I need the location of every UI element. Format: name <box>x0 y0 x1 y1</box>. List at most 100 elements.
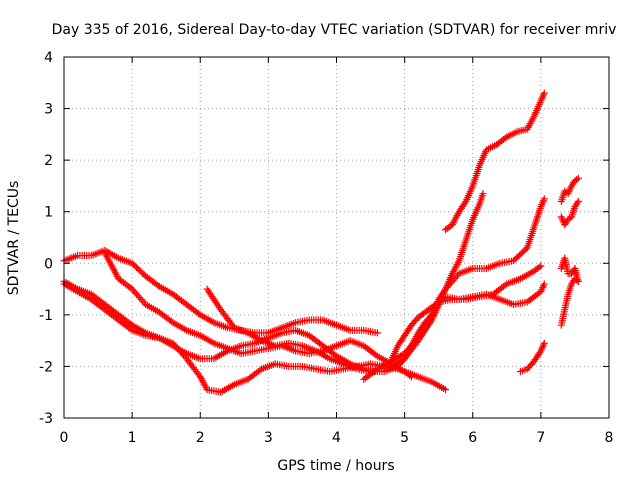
data-point-run <box>130 261 148 279</box>
data-point-run <box>569 266 578 276</box>
data-point-run <box>538 197 547 209</box>
data-point-run <box>334 353 352 367</box>
data-point-run <box>198 333 216 346</box>
y-axis-ticks: -3 -2 -1 0 1 2 3 4 <box>39 50 609 427</box>
data-point-run <box>525 359 537 371</box>
data-point-run <box>130 322 148 336</box>
data-point-run <box>457 265 475 277</box>
data-point <box>574 174 582 182</box>
grid-lines <box>64 57 609 418</box>
data-point-run <box>569 178 578 188</box>
data-point <box>540 339 548 347</box>
data-point-run <box>239 347 256 357</box>
data-point-run <box>491 281 509 297</box>
data-point-run <box>348 337 366 349</box>
x-tick-label: 6 <box>468 430 477 446</box>
data-point <box>479 190 487 198</box>
x-tick-label: 4 <box>332 430 341 446</box>
data-point-run <box>266 330 284 341</box>
data-point-run <box>519 366 529 375</box>
data-point-run <box>232 376 250 388</box>
data-point-run <box>416 310 427 320</box>
data-point-run <box>395 333 407 348</box>
data-point-run <box>184 356 203 379</box>
data-point-run <box>280 319 298 331</box>
data-point-run <box>102 251 121 281</box>
data-point-run <box>573 175 581 183</box>
data-point <box>537 262 545 270</box>
data-point-run <box>361 366 380 382</box>
data-point-run <box>402 336 421 356</box>
x-tick-label: 5 <box>400 430 409 446</box>
data-point-run <box>89 247 107 259</box>
data-point <box>540 280 548 288</box>
data-point-run <box>314 365 331 375</box>
data-point-run <box>375 358 393 372</box>
data-point-run <box>538 341 547 353</box>
data-point-run <box>314 348 332 362</box>
data-point-run <box>62 278 80 292</box>
data-point-run <box>219 382 236 395</box>
data-point-run <box>328 365 345 375</box>
data-point-run <box>456 199 469 214</box>
data-point <box>373 329 381 337</box>
data-point-run <box>260 361 277 372</box>
data-point-run <box>76 286 93 297</box>
x-tick-label: 8 <box>605 430 614 446</box>
data-point-run <box>511 245 530 263</box>
x-axis-label: GPS time / hours <box>277 458 394 474</box>
x-axis-ticks: 0 1 2 3 4 5 6 7 8 <box>60 57 614 446</box>
data-point-run <box>103 302 121 318</box>
data-point-run <box>415 325 428 340</box>
data-point-run <box>239 340 256 349</box>
data-point-run <box>103 247 121 261</box>
data-point-run <box>538 91 547 103</box>
data-point-run <box>294 327 311 339</box>
data-point-run <box>505 275 522 287</box>
data-point-run <box>430 379 448 393</box>
data-point <box>574 197 582 205</box>
data-point-run <box>116 276 134 292</box>
data-point-run <box>470 202 483 222</box>
data-point-run <box>498 296 516 308</box>
data-point <box>407 373 415 381</box>
data-point-run <box>565 282 575 296</box>
data-point-run <box>505 129 519 140</box>
y-tick-label: -1 <box>39 308 53 324</box>
data-point-run <box>524 225 537 250</box>
data-point-run <box>253 345 270 355</box>
y-tick-label: 2 <box>44 153 53 169</box>
data-point-run <box>561 292 572 311</box>
data-point-run <box>476 148 490 167</box>
data-point-run <box>494 134 509 147</box>
data-point-run <box>443 222 455 232</box>
data-point-run <box>518 268 536 282</box>
data-point <box>574 277 582 285</box>
data-point-run <box>442 272 455 291</box>
data-point-run <box>321 343 339 354</box>
data-point-run <box>334 337 352 349</box>
data-point-run <box>532 263 543 274</box>
data-point-run <box>157 284 175 297</box>
data-point-run <box>171 292 189 307</box>
data-point-run <box>307 333 325 349</box>
data-point-run <box>116 312 134 328</box>
series-7 <box>387 262 545 365</box>
data-point <box>442 386 449 394</box>
data-point-run <box>430 299 441 310</box>
data-point-run <box>524 114 537 131</box>
data-point-run <box>197 375 210 392</box>
data-point-run <box>273 360 291 370</box>
x-tick-label: 1 <box>128 430 137 446</box>
y-tick-label: 1 <box>44 205 53 221</box>
x-tick-label: 0 <box>60 430 69 446</box>
data-point-run <box>362 327 379 336</box>
data-point-run <box>260 337 277 349</box>
data-point-run <box>565 184 575 196</box>
data-point-run <box>198 312 216 325</box>
series-12 <box>557 197 582 229</box>
data-point-run <box>103 307 121 323</box>
data-point-run <box>143 273 162 289</box>
data-point-run <box>395 356 407 369</box>
